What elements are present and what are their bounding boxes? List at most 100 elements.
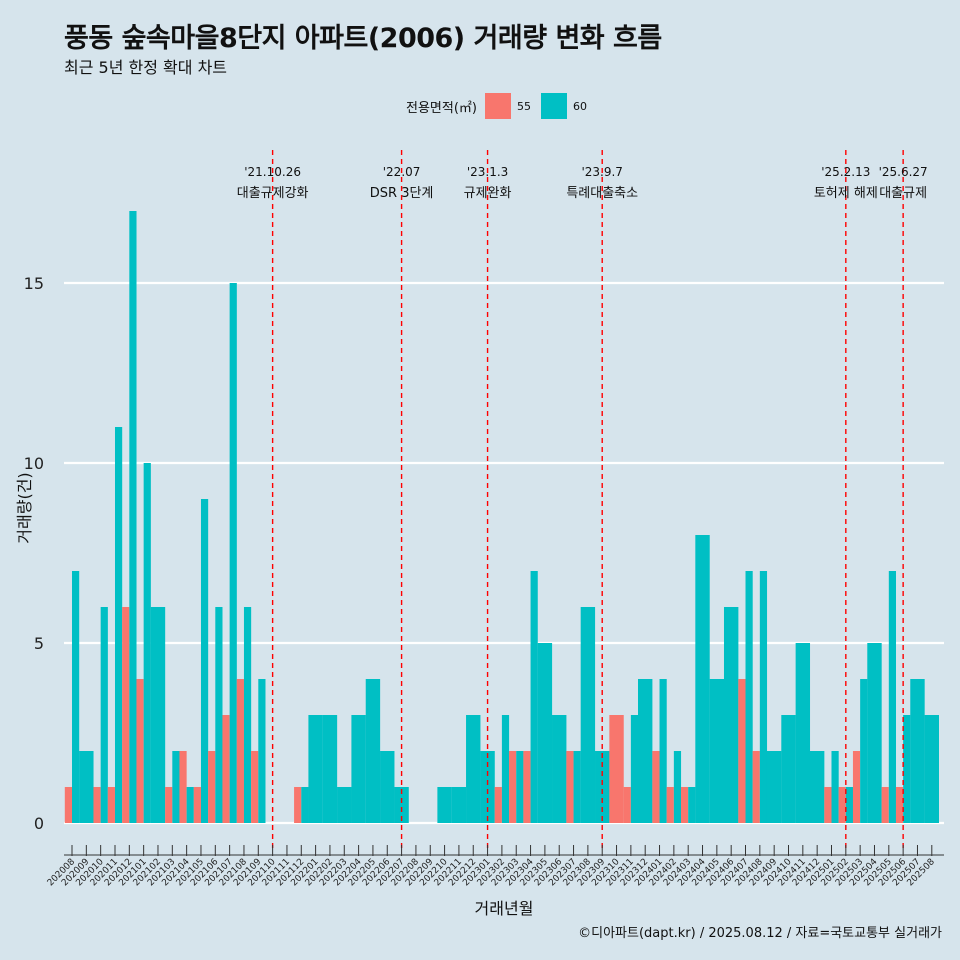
y-tick-label-5: 5 (34, 634, 44, 653)
bar-60-202103 (172, 751, 180, 823)
bar-55-202302 (494, 787, 502, 823)
bar-55-202505 (881, 787, 889, 823)
bar-60-202311 (630, 715, 639, 823)
bar-55-202402 (666, 787, 674, 823)
bar-60-202204 (351, 715, 366, 823)
bar-60-202009 (79, 751, 94, 823)
bar-60-202411 (795, 643, 811, 823)
event-date-2: '22.07 (383, 165, 421, 179)
bar-60-202011 (114, 427, 123, 823)
bar-55-202104 (179, 751, 187, 823)
event-date-4: '23.9.7 (581, 165, 622, 179)
event-date-5: '25.2.13 (821, 165, 870, 179)
source-footer: ©디아파트(dapt.kr) / 2025.08.12 / 자료=국토교통부 실… (578, 926, 942, 941)
bar-55-202108 (236, 679, 244, 823)
bar-60-202202 (322, 715, 338, 823)
bar-60-202301 (480, 751, 495, 823)
bar-60-202012 (129, 211, 137, 823)
bar-60-202309 (595, 751, 610, 823)
bar-60-202210 (437, 787, 452, 823)
bar-60-202008 (72, 571, 80, 823)
bar-60-202404 (695, 535, 710, 823)
bar-55-202506 (895, 787, 904, 823)
event-label-4: 특례대출축소 (566, 186, 638, 201)
bar-60-202212 (466, 715, 481, 823)
bar-55-202501 (824, 787, 832, 823)
bar-55-202106 (208, 751, 216, 823)
bar-55-202105 (193, 787, 201, 823)
bar-55-202101 (136, 679, 144, 823)
bar-55-202012 (122, 607, 130, 823)
bar-55-202109 (251, 751, 259, 823)
bar-60-202112 (301, 787, 309, 823)
bar-60-202308 (580, 607, 596, 823)
bar-60-202206 (380, 751, 395, 823)
bar-55-202403 (680, 787, 689, 823)
event-label-2: DSR 3단계 (370, 186, 434, 201)
bar-60-202410 (781, 715, 796, 823)
bar-55-202011 (107, 787, 115, 823)
bar-60-202312 (638, 679, 653, 823)
x-axis-title: 거래년월 (475, 899, 534, 918)
bar-60-202105 (200, 499, 209, 823)
y-tick-label-0: 0 (34, 814, 44, 833)
bar-55-202407 (738, 679, 746, 823)
event-label-1: 대출규제강화 (237, 186, 309, 201)
bar-60-202407 (745, 571, 753, 823)
legend-title: 전용면적(㎡) (406, 100, 477, 116)
bar-55-202310 (609, 715, 624, 823)
bar-60-202409 (766, 751, 782, 823)
bar-60-202101 (143, 463, 151, 823)
bar-60-202406 (723, 607, 739, 823)
bar-60-202207 (394, 787, 409, 823)
bar-55-202311 (623, 787, 631, 823)
bar-55-202304 (523, 751, 531, 823)
bar-55-202502 (838, 787, 846, 823)
bar-60-202505 (888, 571, 897, 823)
bar-60-202405 (709, 679, 725, 823)
bar-55-202103 (165, 787, 173, 823)
bar-60-202508 (924, 715, 939, 823)
legend-key-55 (484, 93, 511, 119)
bar-60-202107 (229, 283, 237, 823)
bar-60-202412 (809, 751, 825, 823)
bar-60-202201 (308, 715, 323, 823)
bar-60-202503 (860, 679, 868, 823)
bar-60-202306 (552, 715, 567, 823)
bar-60-202307 (573, 751, 581, 823)
legend: 전용면적(㎡) 55 60 (406, 93, 597, 119)
bar-60-202501 (831, 751, 839, 823)
bar-60-202108 (243, 607, 252, 823)
bar-60-202401 (659, 679, 667, 823)
bar-55-202010 (93, 787, 101, 823)
bar-60-202211 (451, 787, 467, 823)
bar-60-202504 (867, 643, 882, 823)
bar-60-202506 (903, 715, 911, 823)
bar-60-202305 (537, 643, 553, 823)
legend-label-60: 60 (572, 99, 587, 113)
bar-55-202408 (752, 751, 760, 823)
legend-key-60 (540, 93, 567, 119)
bar-60-202502 (845, 787, 854, 823)
bar-60-202106 (215, 607, 223, 823)
event-label-5: 토허제 해제 (814, 186, 878, 201)
bar-60-202303 (516, 751, 524, 823)
bar-60-202507 (910, 679, 925, 823)
bar-60-202403 (688, 787, 696, 823)
bar-55-202107 (222, 715, 230, 823)
bar-60-202010 (100, 607, 108, 823)
bar-55-202307 (566, 751, 574, 823)
bar-60-202408 (759, 571, 768, 823)
bar-60-202104 (186, 787, 194, 823)
bar-55-202303 (509, 751, 517, 823)
bar-55-202112 (294, 787, 302, 823)
event-date-1: '21.10.26 (244, 165, 301, 179)
event-label-3: 규제완화 (464, 186, 512, 201)
bar-60-202402 (673, 751, 682, 823)
bar-55-202008 (64, 787, 72, 823)
event-date-3: '23.1.3 (467, 165, 508, 179)
y-axis-title: 거래량(건) (15, 472, 34, 543)
bar-60-202109 (258, 679, 266, 823)
